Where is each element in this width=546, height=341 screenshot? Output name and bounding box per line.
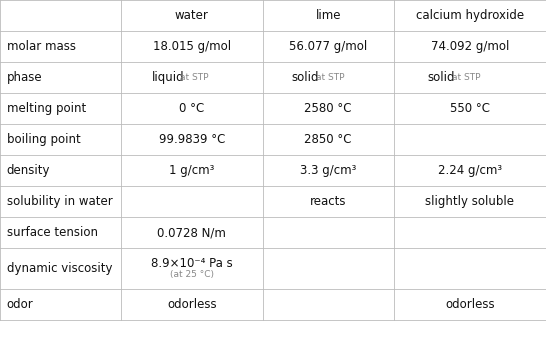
Text: 18.015 g/mol: 18.015 g/mol	[153, 40, 231, 53]
Text: at STP: at STP	[180, 73, 209, 82]
Text: 2850 °C: 2850 °C	[305, 133, 352, 146]
Text: 3.3 g/cm³: 3.3 g/cm³	[300, 164, 357, 177]
Text: 56.077 g/mol: 56.077 g/mol	[289, 40, 367, 53]
Text: solubility in water: solubility in water	[7, 195, 112, 208]
Text: odor: odor	[7, 298, 33, 311]
Text: melting point: melting point	[7, 102, 86, 115]
Text: 74.092 g/mol: 74.092 g/mol	[431, 40, 509, 53]
Text: 8.9×10⁻⁴ Pa s: 8.9×10⁻⁴ Pa s	[151, 257, 233, 270]
Text: lime: lime	[316, 9, 341, 22]
Text: reacts: reacts	[310, 195, 346, 208]
Text: molar mass: molar mass	[7, 40, 75, 53]
Text: 0 °C: 0 °C	[179, 102, 205, 115]
Text: 2580 °C: 2580 °C	[305, 102, 352, 115]
Text: odorless: odorless	[445, 298, 495, 311]
Text: 0.0728 N/m: 0.0728 N/m	[157, 226, 227, 239]
Text: odorless: odorless	[167, 298, 217, 311]
Text: solid: solid	[292, 71, 319, 84]
Text: phase: phase	[7, 71, 42, 84]
Text: liquid: liquid	[152, 71, 185, 84]
Text: 1 g/cm³: 1 g/cm³	[169, 164, 215, 177]
Text: solid: solid	[427, 71, 455, 84]
Text: (at 25 °C): (at 25 °C)	[170, 270, 214, 279]
Text: at STP: at STP	[316, 73, 345, 82]
Text: 2.24 g/cm³: 2.24 g/cm³	[438, 164, 502, 177]
Text: water: water	[175, 9, 209, 22]
Text: calcium hydroxide: calcium hydroxide	[416, 9, 524, 22]
Text: boiling point: boiling point	[7, 133, 80, 146]
Text: dynamic viscosity: dynamic viscosity	[7, 262, 112, 275]
Text: 99.9839 °C: 99.9839 °C	[159, 133, 225, 146]
Text: surface tension: surface tension	[7, 226, 98, 239]
Text: density: density	[7, 164, 50, 177]
Text: at STP: at STP	[452, 73, 480, 82]
Text: slightly soluble: slightly soluble	[425, 195, 514, 208]
Text: 550 °C: 550 °C	[450, 102, 490, 115]
